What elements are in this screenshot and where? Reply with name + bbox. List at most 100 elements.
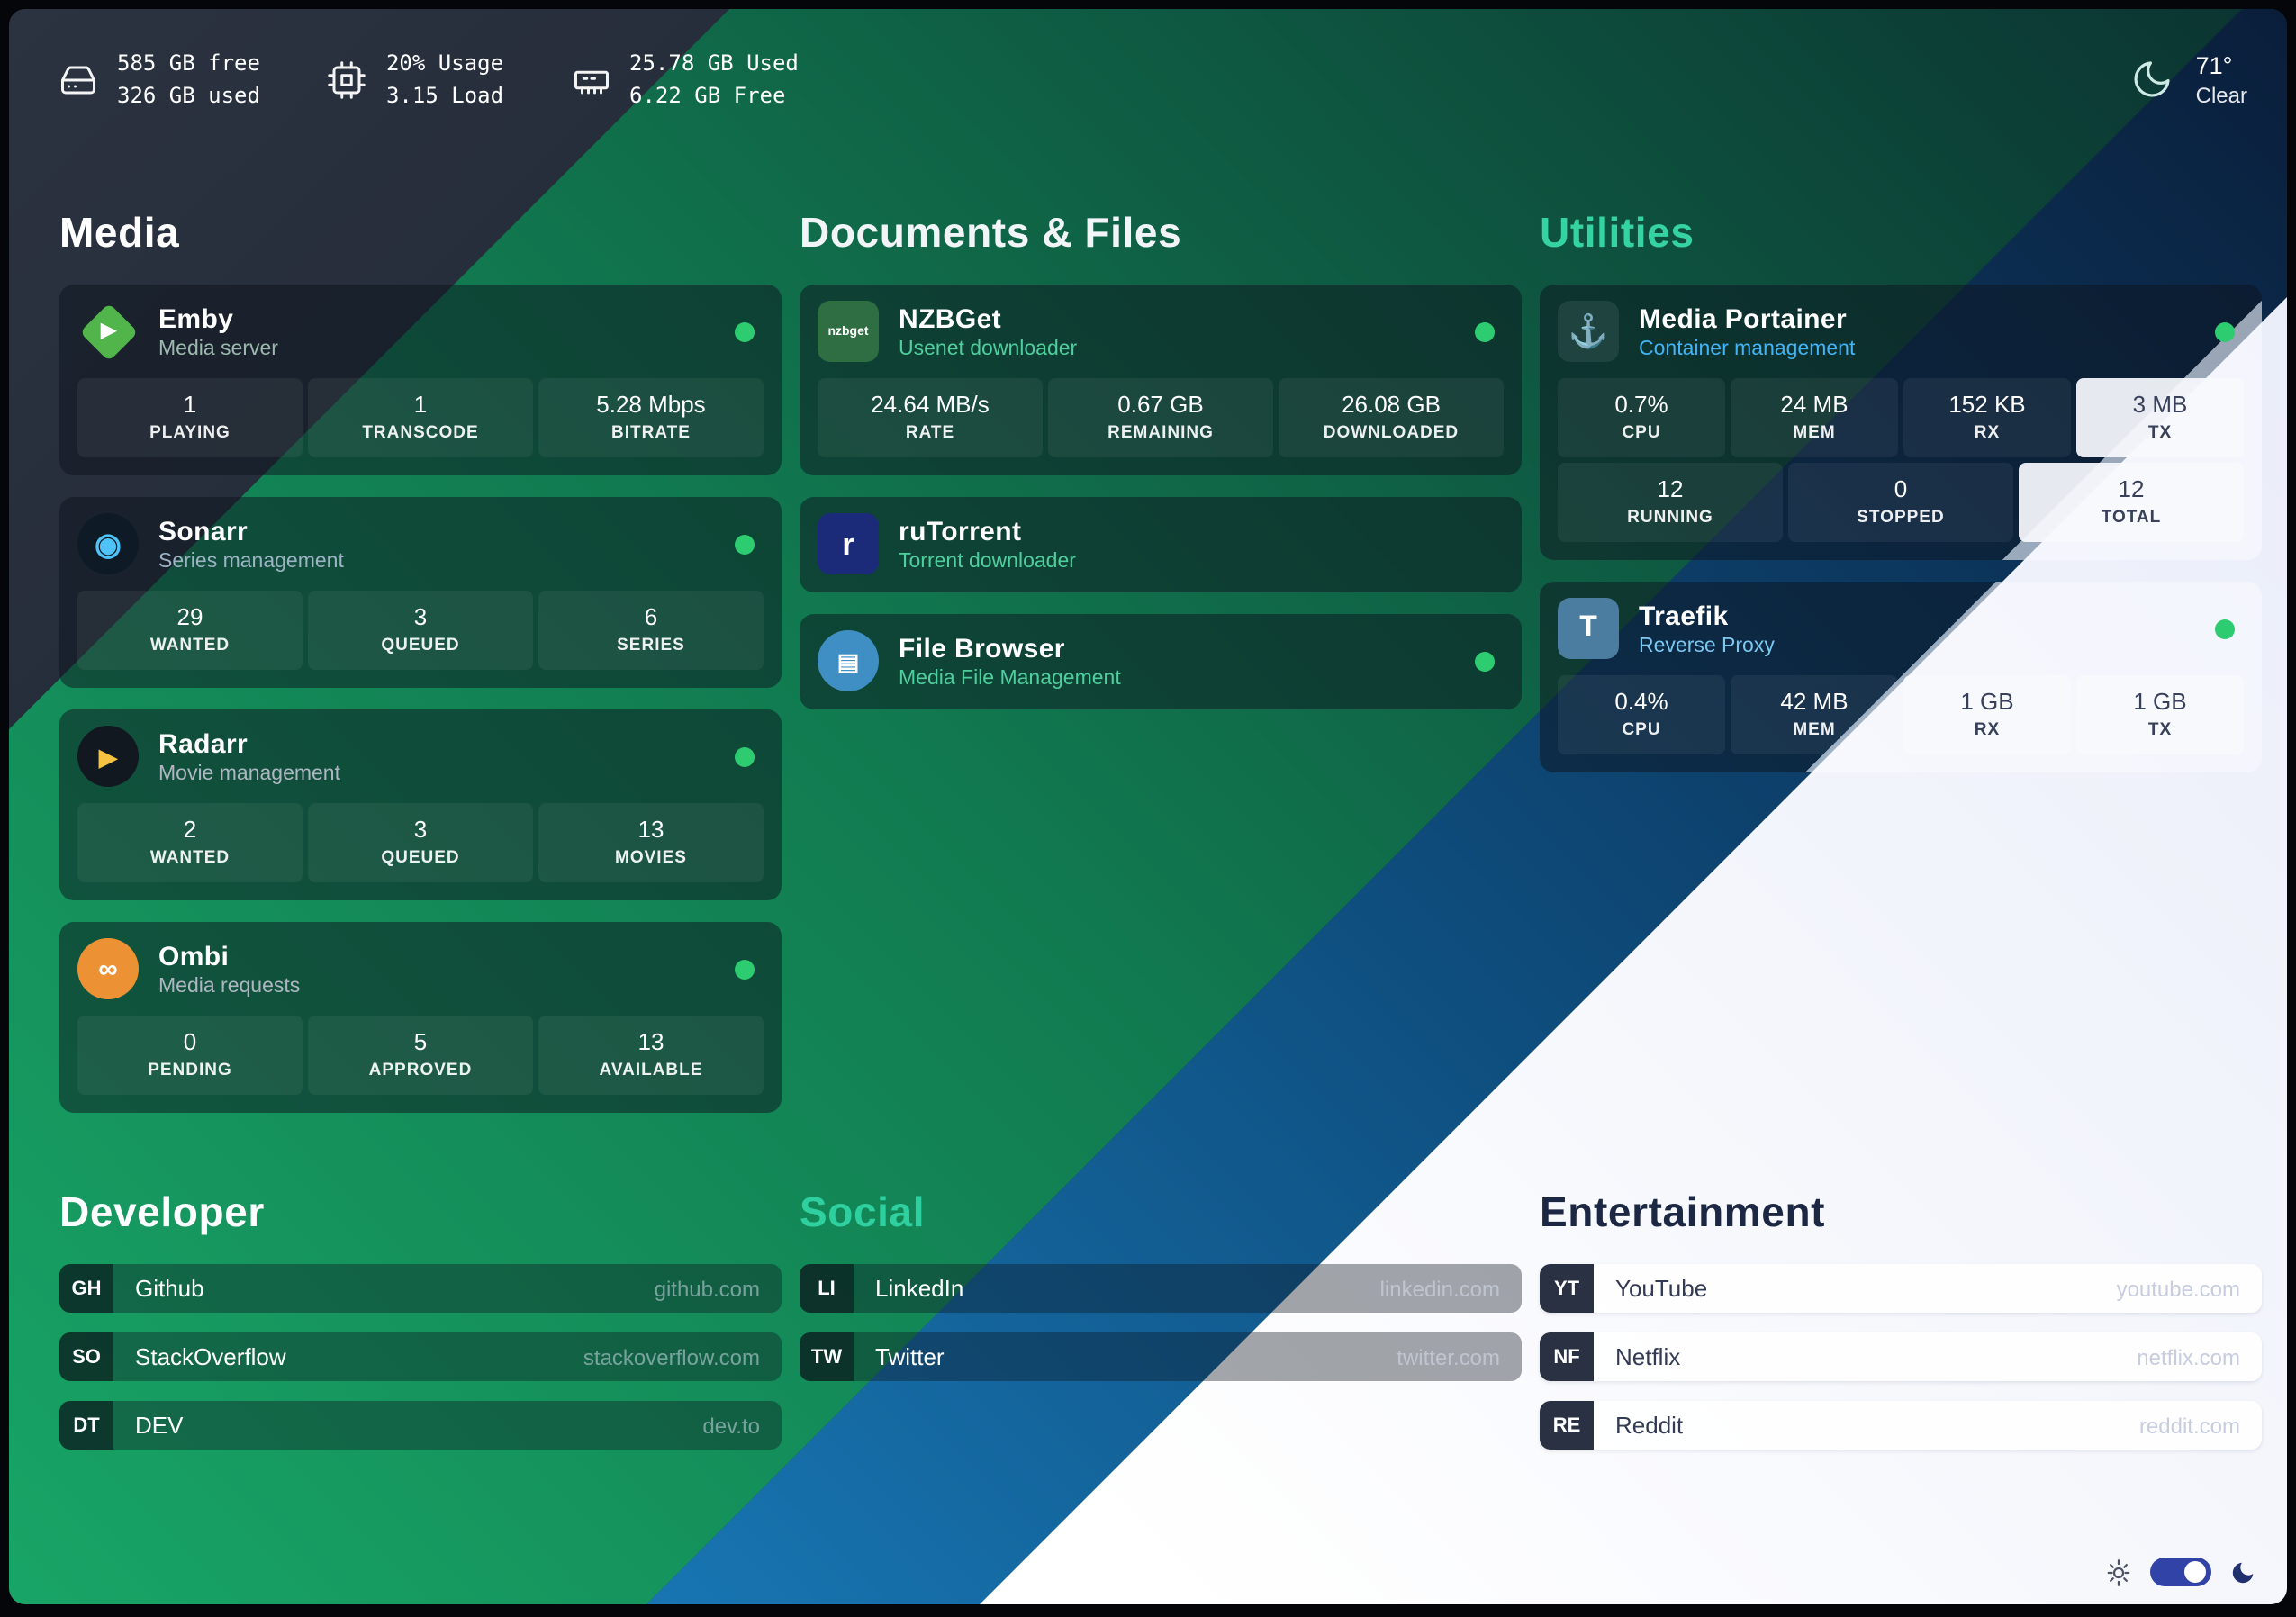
stat-label: AVAILABLE <box>542 1061 760 1080</box>
stats-row: 0.7%CPU24 MBMEM152 KBRX3 MBTX <box>1558 378 2244 457</box>
stat-value: 3 <box>312 603 529 630</box>
bookmark-url: stackoverflow.com <box>583 1344 760 1369</box>
memory-icon <box>572 60 610 98</box>
icon-glyph: nzbget <box>827 325 868 338</box>
stat-label: RX <box>1907 423 2067 443</box>
radarr-card[interactable]: ▶RadarrMovie management2WANTED3QUEUED13M… <box>59 709 782 900</box>
disk-icon <box>59 60 97 98</box>
memory-used: 25.78 GB Used <box>629 47 799 79</box>
disk-status: 585 GB free 326 GB used <box>59 47 260 112</box>
traefik-icon: T <box>1558 598 1619 659</box>
stat-series: 6SERIES <box>538 591 764 670</box>
memory-status: 25.78 GB Used 6.22 GB Free <box>572 47 799 112</box>
disk-free: 585 GB free <box>117 47 260 79</box>
card-header: T TraefikReverse Proxy <box>1558 598 2244 659</box>
bookmark-url: twitter.com <box>1397 1344 1500 1369</box>
service-subtitle: Media requests <box>158 975 735 997</box>
stackoverflow-bookmark[interactable]: SOStackOverflowstackoverflow.com <box>59 1332 782 1381</box>
dashboard: 585 GB free 326 GB used 20% Usage 3.15 L… <box>9 9 2287 1604</box>
bookmark-tag: TW <box>800 1332 854 1381</box>
stat-label: WANTED <box>81 848 299 868</box>
stat-label: QUEUED <box>312 848 529 868</box>
section-title: Social <box>800 1188 1522 1237</box>
stat-value: 13 <box>542 1028 760 1055</box>
theme-switch-knob[interactable] <box>2184 1561 2206 1583</box>
nzbget-card[interactable]: nzbgetNZBGetUsenet downloader24.64 MB/sR… <box>800 285 1522 475</box>
stat-value: 1 GB <box>2080 688 2240 715</box>
reddit-bookmark[interactable]: RERedditreddit.com <box>1540 1401 2262 1450</box>
service-name: NZBGet <box>899 303 1475 334</box>
stat-value: 1 <box>81 391 299 418</box>
icon-glyph: ∞ <box>98 955 117 982</box>
card-header: ∞OmbiMedia requests <box>77 938 764 999</box>
rutorrent-card[interactable]: r ruTorrentTorrent downloader <box>800 497 1522 592</box>
stat-label: PENDING <box>81 1061 299 1080</box>
bookmark-url: youtube.com <box>2117 1276 2240 1301</box>
bookmark-sections: Developer GHGithubgithub.com SOStackOverfl… <box>59 1142 2262 1469</box>
stat-playing: 1PLAYING <box>77 378 303 457</box>
stat-label: STOPPED <box>1792 508 2010 528</box>
emby-card[interactable]: ▶EmbyMedia server1PLAYING1TRANSCODE5.28 … <box>59 285 782 475</box>
icon-glyph: ▤ <box>837 649 860 673</box>
card-header: nzbgetNZBGetUsenet downloader <box>818 301 1504 362</box>
disk-used: 326 GB used <box>117 79 260 112</box>
stat-value: 3 MB <box>2080 391 2240 418</box>
stat-value: 24 MB <box>1734 391 1894 418</box>
netflix-bookmark[interactable]: NFNetflixnetflix.com <box>1540 1332 2262 1381</box>
sun-icon[interactable] <box>2105 1558 2132 1585</box>
dev-bookmark[interactable]: DTDEVdev.to <box>59 1401 782 1450</box>
cpu-status: 20% Usage 3.15 Load <box>329 47 503 112</box>
stat-pending: 0PENDING <box>77 1016 303 1095</box>
service-subtitle: Media server <box>158 338 735 359</box>
stat-label: MOVIES <box>542 848 760 868</box>
bookmark-name: YouTube <box>1615 1275 1707 1302</box>
service-subtitle: Series management <box>158 550 735 572</box>
service-name: Media Portainer <box>1639 303 2215 334</box>
card-info: ruTorrentTorrent downloader <box>899 516 1504 572</box>
icon-glyph: ▶ <box>99 745 117 768</box>
stats-row: 0PENDING5APPROVED13AVAILABLE <box>77 1016 764 1095</box>
emby-icon: ▶ <box>77 301 139 362</box>
traefik-card[interactable]: TTraefikReverse Proxy0.4%CPU42 MBMEM1 GB… <box>1540 582 2262 772</box>
stat-rx: 1 GBRX <box>1903 675 2071 754</box>
card-info: TraefikReverse Proxy <box>1639 601 2215 656</box>
file-browser-icon: ▤ <box>818 630 879 691</box>
service-name: Sonarr <box>158 516 735 547</box>
card-header: r ruTorrentTorrent downloader <box>818 513 1504 574</box>
rutorrent-icon: r <box>818 513 879 574</box>
stat-label: TOTAL <box>2022 508 2240 528</box>
bookmark-name: Reddit <box>1615 1412 1683 1439</box>
bookmark-tag: LI <box>800 1264 854 1313</box>
ombi-card[interactable]: ∞OmbiMedia requests0PENDING5APPROVED13AV… <box>59 922 782 1113</box>
weather-moon-icon <box>2131 58 2174 101</box>
stats-row: 12RUNNING0STOPPED12TOTAL <box>1558 463 2244 542</box>
github-bookmark[interactable]: GHGithubgithub.com <box>59 1264 782 1313</box>
stat-running: 12RUNNING <box>1558 463 1783 542</box>
stat-queued: 3QUEUED <box>308 803 533 882</box>
theme-toggle <box>2105 1558 2256 1586</box>
file-browser-card[interactable]: ▤File BrowserMedia File Management <box>800 614 1522 709</box>
radarr-icon: ▶ <box>77 726 139 787</box>
linkedin-bookmark[interactable]: LILinkedInlinkedin.com <box>800 1264 1522 1313</box>
section-title: Developer <box>59 1188 782 1237</box>
bookmark-url: reddit.com <box>2139 1413 2240 1438</box>
media-portainer-card[interactable]: ⚓Media PortainerContainer management0.7%… <box>1540 285 2262 560</box>
moon-icon[interactable] <box>2229 1558 2256 1585</box>
youtube-bookmark[interactable]: YTYouTubeyoutube.com <box>1540 1264 2262 1313</box>
bookmark-url: netflix.com <box>2137 1344 2240 1369</box>
stat-label: RATE <box>821 423 1039 443</box>
bookmark-url: linkedin.com <box>1380 1276 1500 1301</box>
stat-value: 5.28 Mbps <box>542 391 760 418</box>
stats-row: 1PLAYING1TRANSCODE5.28 MbpsBITRATE <box>77 378 764 457</box>
stat-label: APPROVED <box>312 1061 529 1080</box>
theme-switch[interactable] <box>2150 1558 2211 1586</box>
card-info: RadarrMovie management <box>158 728 735 784</box>
status-dot <box>2215 619 2235 638</box>
sonarr-card[interactable]: ◉SonarrSeries management29WANTED3QUEUED6… <box>59 497 782 688</box>
stat-label: RX <box>1907 720 2067 740</box>
section-media: Media▶EmbyMedia server1PLAYING1TRANSCODE… <box>59 162 782 1134</box>
stat-value: 26.08 GB <box>1282 391 1500 418</box>
stats-row: 2WANTED3QUEUED13MOVIES <box>77 803 764 882</box>
stat-value: 0.7% <box>1561 391 1722 418</box>
twitter-bookmark[interactable]: TWTwittertwitter.com <box>800 1332 1522 1381</box>
